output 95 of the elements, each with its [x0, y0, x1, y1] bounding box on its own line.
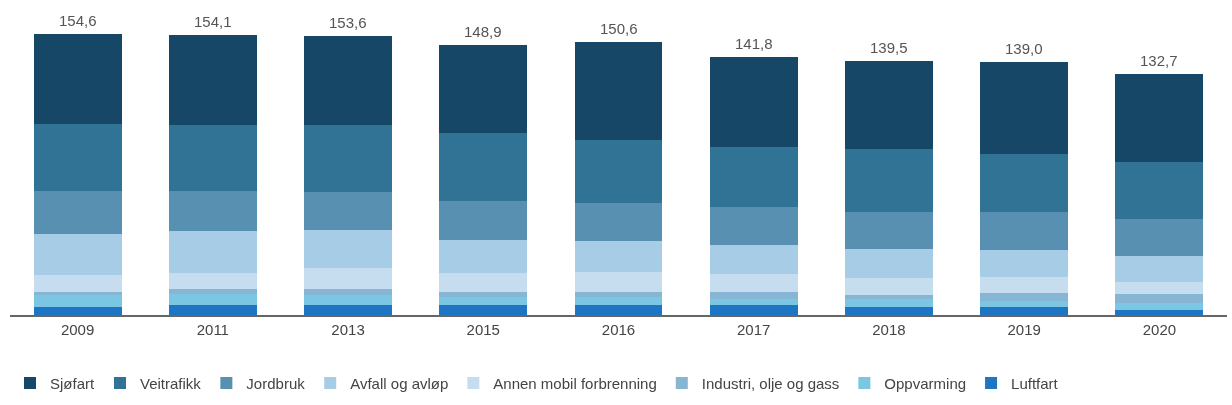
bar	[1115, 281, 1204, 295]
bar	[33, 123, 122, 191]
bar	[168, 293, 257, 306]
bar	[574, 297, 663, 306]
bar	[845, 277, 933, 296]
x-tick-label: 2018	[872, 321, 906, 338]
annotation: 141,8	[735, 35, 773, 52]
bar	[845, 299, 933, 307]
bar	[168, 190, 257, 232]
bar	[709, 207, 798, 246]
legend-label: Annen mobil forbrenning	[493, 374, 657, 392]
bar	[574, 41, 663, 140]
bar	[168, 231, 257, 274]
legend-label: Jordbruk	[246, 374, 306, 392]
annotation: 153,6	[329, 14, 367, 31]
bar	[709, 146, 798, 208]
annotation: 148,9	[464, 23, 502, 40]
bar	[439, 272, 528, 293]
x-tick-label: 2013	[331, 321, 365, 338]
legend-label: Industri, olje og gass	[701, 374, 840, 392]
bar	[33, 295, 122, 308]
x-tick-label: 2020	[1142, 321, 1177, 338]
x-tick-label: 2015	[466, 321, 500, 338]
x-tick-label: 2009	[60, 321, 95, 338]
bar	[980, 276, 1069, 294]
bar	[574, 305, 663, 315]
bar	[1115, 302, 1204, 311]
x-tick-label: 2016	[601, 321, 636, 338]
annotation: 139,5	[870, 39, 908, 56]
bar	[33, 307, 122, 315]
annotation: 154,6	[59, 12, 97, 29]
annotation: 139,0	[1005, 40, 1043, 57]
x-tick-label: 2011	[196, 321, 229, 338]
bar	[709, 57, 798, 147]
bar	[33, 190, 122, 234]
bar	[709, 245, 798, 274]
bar	[439, 44, 528, 134]
bar	[574, 241, 663, 273]
bar	[980, 293, 1069, 301]
legend-label: Oppvarming	[884, 374, 967, 392]
bar	[980, 212, 1069, 251]
bar	[168, 289, 257, 294]
bar	[845, 148, 933, 212]
bar	[439, 292, 528, 298]
legend-label: Sjøfart	[50, 374, 95, 392]
bar	[574, 202, 663, 242]
annotation: 132,7	[1140, 52, 1178, 69]
bar	[980, 153, 1069, 213]
annotation: 150,6	[600, 20, 638, 37]
bar	[304, 229, 392, 269]
bar	[168, 35, 257, 126]
legend-label: Luftfart	[1011, 374, 1059, 392]
bar	[845, 295, 933, 300]
bar	[980, 300, 1069, 307]
bar	[439, 133, 528, 202]
bar	[168, 305, 257, 315]
x-tick-label: 2019	[1007, 321, 1041, 338]
bar	[304, 305, 392, 315]
bar	[439, 239, 528, 273]
legend-label: Veitrafikk	[140, 374, 202, 392]
bar	[439, 297, 528, 306]
bar	[574, 292, 663, 298]
bar	[709, 291, 798, 299]
bar	[304, 191, 392, 230]
bar	[1115, 294, 1204, 303]
bar	[1115, 162, 1204, 220]
bar	[33, 233, 122, 276]
bar	[980, 306, 1069, 315]
bar	[1115, 73, 1204, 163]
bar	[980, 250, 1069, 277]
bar	[845, 61, 933, 149]
bar	[709, 305, 798, 315]
legend-label: Avfall og avløp	[350, 374, 449, 392]
bar	[439, 201, 528, 240]
bar	[33, 34, 122, 124]
bar	[1115, 219, 1204, 257]
bar	[304, 124, 392, 192]
bar	[304, 35, 392, 125]
x-tick-label: 2017	[737, 321, 771, 338]
bar	[168, 125, 257, 191]
bar	[709, 273, 798, 292]
bar	[33, 275, 122, 292]
bar	[304, 295, 392, 306]
bar	[574, 272, 663, 293]
bar	[574, 139, 663, 203]
bar	[1115, 310, 1204, 315]
annotation: 154,1	[194, 13, 232, 30]
bar	[845, 306, 933, 315]
bar	[1115, 256, 1204, 282]
bar	[980, 62, 1069, 154]
bar	[304, 268, 392, 289]
bar	[439, 305, 528, 315]
bar	[845, 211, 933, 249]
bar	[845, 248, 933, 278]
bar	[168, 273, 257, 290]
